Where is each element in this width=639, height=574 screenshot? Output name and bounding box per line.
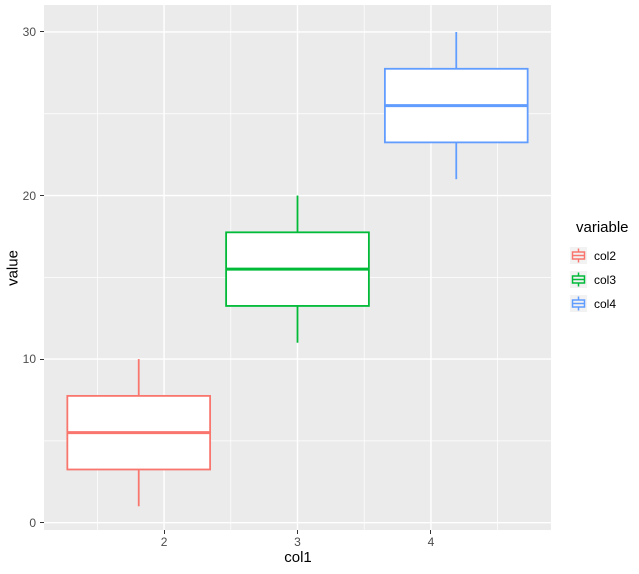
y-tick-label: 10 — [22, 352, 36, 367]
x-tick-label: 4 — [427, 535, 435, 549]
legend-label: col3 — [594, 272, 617, 287]
legend-title: variable — [576, 219, 629, 236]
x-tick-mark — [297, 530, 298, 534]
boxplot-key-icon — [570, 247, 587, 264]
panel-canvas — [44, 5, 551, 530]
legend-label: col4 — [594, 296, 617, 311]
x-tick-label: 2 — [160, 535, 168, 549]
legend-entries: col2 col3 col4 — [570, 247, 629, 312]
x-tick-mark — [163, 530, 165, 534]
y-tick-mark — [40, 522, 44, 524]
x-axis-title: col1 — [284, 549, 312, 566]
legend: variable col2 col3 col4 — [570, 220, 629, 319]
legend-key-glyph — [571, 296, 586, 311]
legend-entry-col2: col2 — [570, 247, 629, 264]
y-tick-label: 20 — [22, 188, 36, 203]
y-tick-mark — [40, 195, 44, 197]
legend-key-glyph — [571, 272, 586, 287]
y-tick-mark — [40, 31, 44, 33]
y-tick-mark — [40, 358, 44, 360]
boxplot-key-icon — [570, 295, 587, 312]
legend-entry-col3: col3 — [570, 271, 629, 288]
legend-label: col2 — [594, 248, 617, 263]
y-tick-label: 30 — [22, 24, 36, 39]
plot-panel — [44, 5, 551, 530]
legend-entry-col4: col4 — [570, 295, 629, 312]
y-tick-label: 0 — [29, 515, 36, 530]
boxplot-key-icon — [570, 271, 587, 288]
y-axis-title: value — [4, 250, 22, 286]
legend-key-glyph — [571, 248, 586, 263]
x-tick-label: 3 — [294, 535, 301, 549]
x-tick-mark — [430, 530, 432, 534]
